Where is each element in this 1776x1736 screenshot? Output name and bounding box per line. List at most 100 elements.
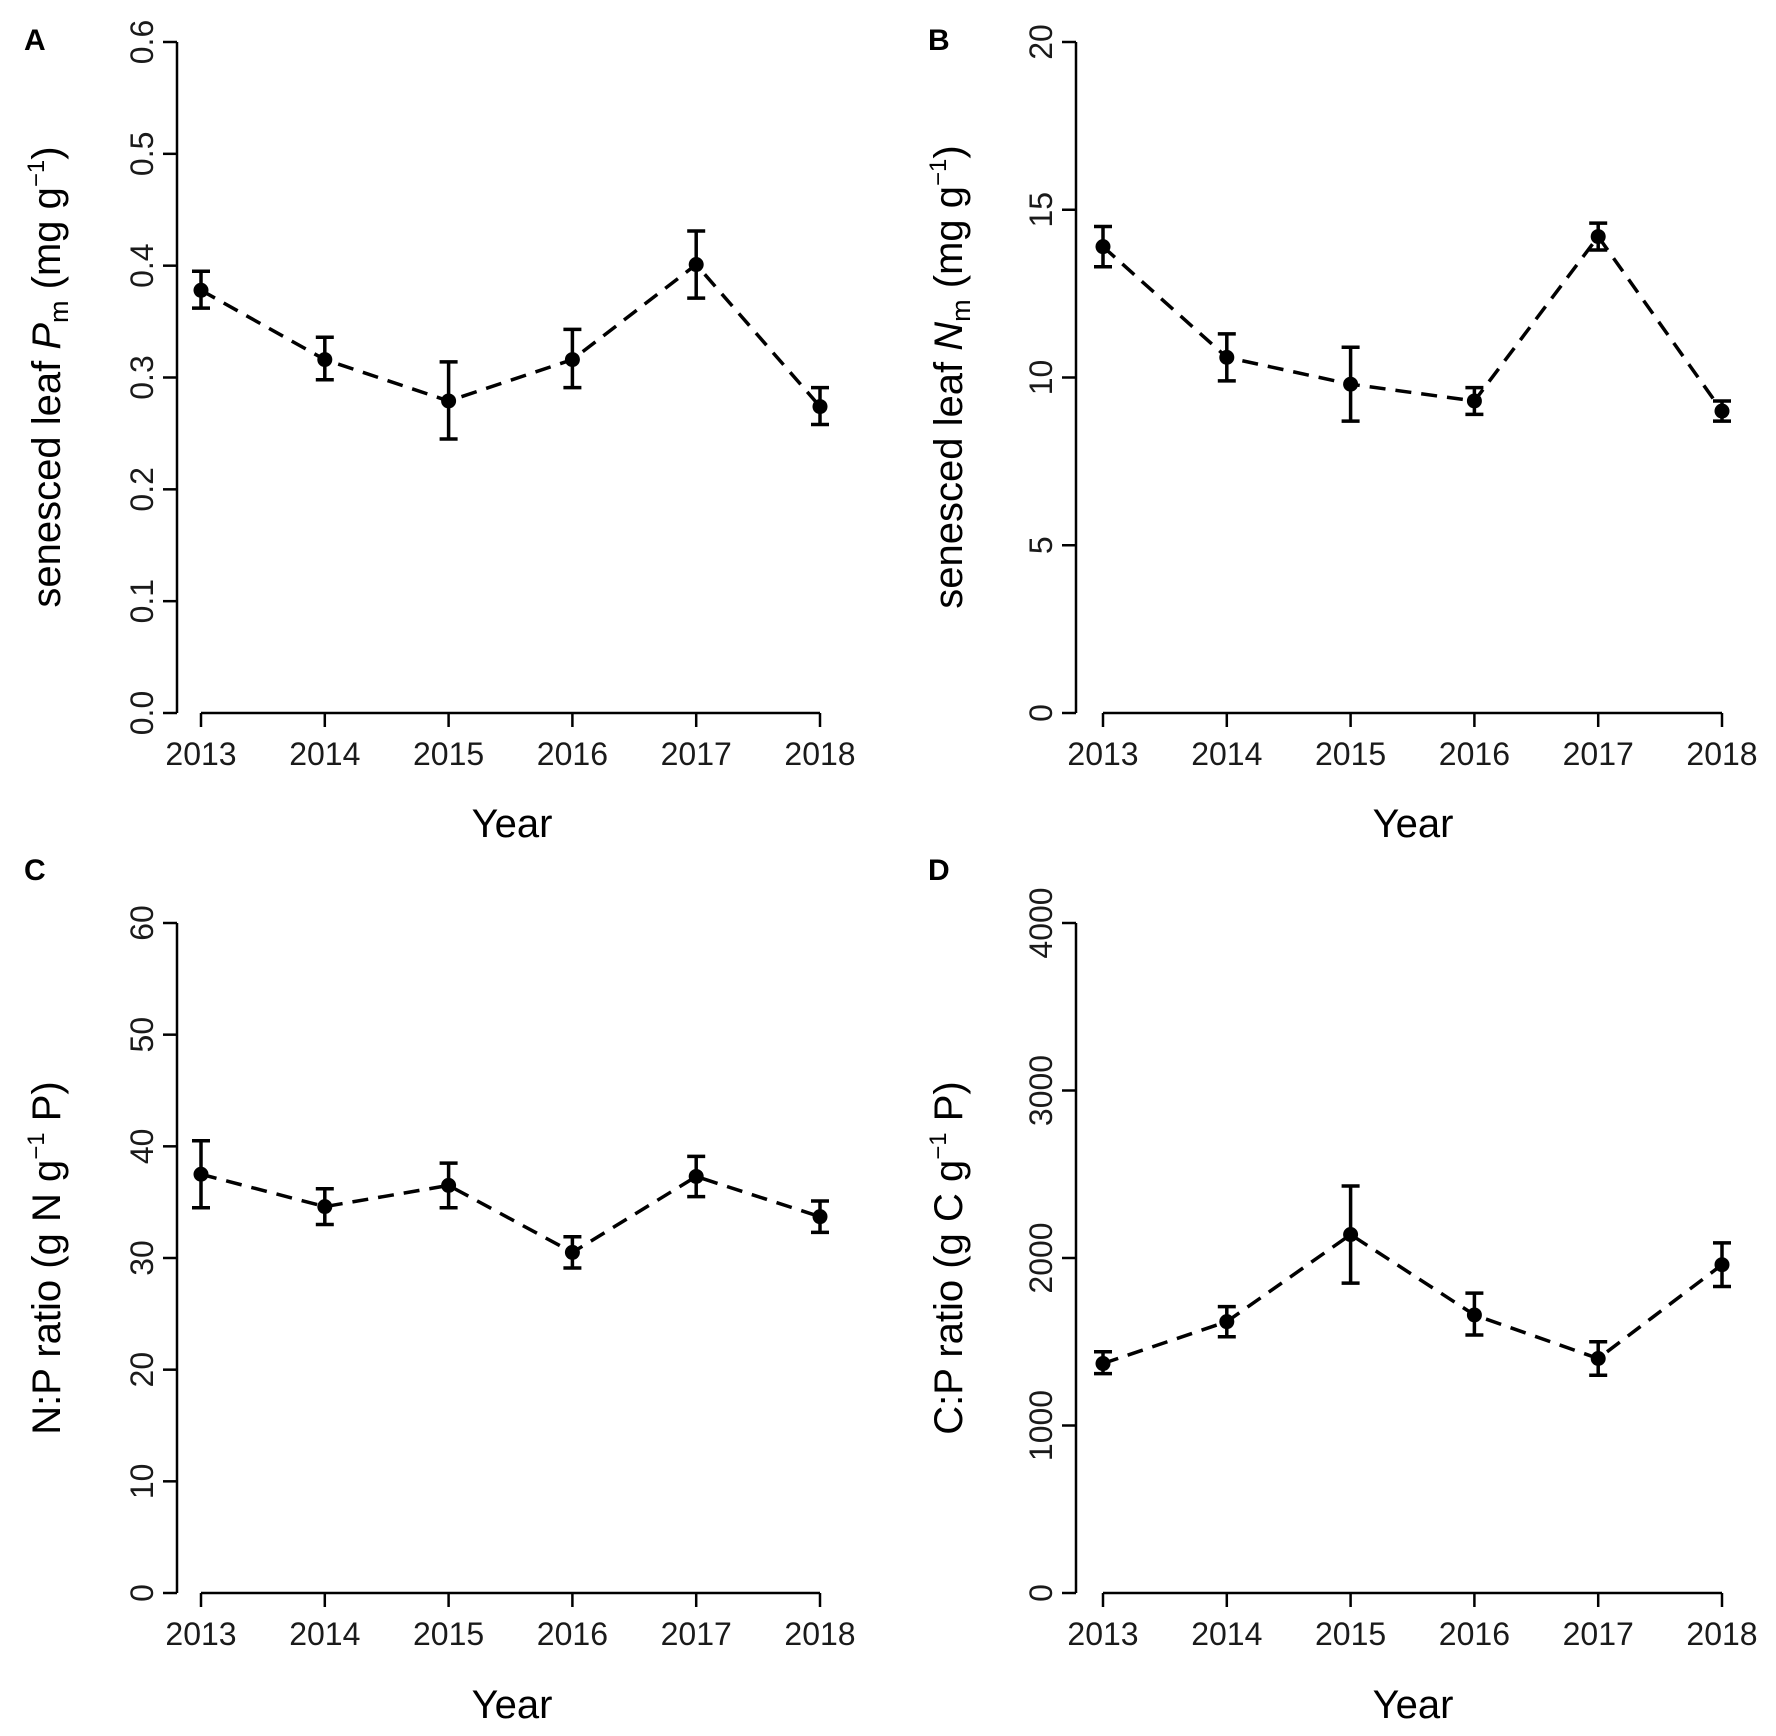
x-tick-label-a: 2013	[165, 736, 236, 772]
marks-c	[192, 1139, 829, 1270]
x-tick-label-b: 2016	[1439, 736, 1510, 772]
y-tick-label-b: 5	[1023, 536, 1059, 554]
data-point-d	[1714, 1257, 1730, 1273]
marks-a	[192, 229, 829, 441]
data-point-d	[1466, 1307, 1482, 1323]
panel-letter-a: A	[24, 24, 46, 57]
panel-letter-b: B	[928, 24, 950, 57]
x-tick-label-b: 2015	[1315, 736, 1386, 772]
panel-letter-c: C	[24, 854, 46, 887]
y-tick-label-c: 50	[124, 1017, 160, 1053]
x-tick-label-d: 2016	[1439, 1616, 1510, 1652]
panel-d: D C:P ratio (g C g−1 P) Year 0 1000 2000 30…	[925, 854, 1758, 1727]
data-point-a	[564, 352, 580, 368]
y-tick-label-d: 2000	[1023, 1222, 1059, 1293]
y-tick-label-c: 60	[124, 905, 160, 941]
x-tick-label-a: 2015	[413, 736, 484, 772]
data-point-c	[688, 1168, 704, 1184]
ticks-d: 0 1000 2000 3000 4000 2013 2014 2015 2016 2017 201…	[1023, 887, 1758, 1652]
marks-d	[1094, 1184, 1731, 1377]
y-tick-label-c: 10	[124, 1464, 160, 1500]
x-tick-label-a: 2018	[784, 736, 855, 772]
y-tick-label-b: 20	[1023, 24, 1059, 60]
data-point-b	[1466, 393, 1482, 409]
y-tick-label-a: 0.5	[124, 132, 160, 176]
data-point-d	[1590, 1351, 1606, 1366]
y-axis-title-d: C:P ratio (g C g−1 P)	[925, 1081, 971, 1434]
x-axis-title-b: Year	[1373, 802, 1454, 846]
data-point-c	[193, 1166, 209, 1182]
y-tick-label-c: 30	[124, 1240, 160, 1276]
data-point-a	[688, 257, 704, 273]
data-point-b	[1714, 403, 1730, 419]
x-tick-label-d: 2013	[1067, 1616, 1138, 1652]
data-point-b	[1095, 239, 1111, 255]
x-axis-title-a: Year	[472, 802, 553, 846]
y-tick-label-d: 0	[1023, 1584, 1059, 1602]
data-point-c	[812, 1209, 828, 1225]
x-axis-title-d: Year	[1373, 1683, 1454, 1727]
y-tick-label-b: 10	[1023, 360, 1059, 396]
x-tick-label-b: 2014	[1191, 736, 1262, 772]
y-tick-label-a: 0.2	[124, 467, 160, 511]
data-point-b	[1343, 376, 1359, 392]
x-tick-label-a: 2017	[661, 736, 732, 772]
panel-c: C N:P ratio (g N g−1 P) Year 0 10 20 30 40 50…	[23, 854, 856, 1727]
data-point-d	[1343, 1227, 1359, 1243]
panel-a: A senesced leaf Pm (mg g−1) Year 0.00.10…	[23, 20, 856, 846]
series-line-b	[1101, 233, 1724, 413]
data-point-c	[317, 1199, 333, 1215]
y-axis-title-c: N:P ratio (g N g−1 P)	[23, 1081, 69, 1434]
x-tick-label-c: 2016	[537, 1616, 608, 1652]
y-axis-title-a: senesced leaf Pm (mg g−1)	[23, 146, 74, 607]
ticks-c: 0 10 20 30 40 50 60 2013 2014 2015 2016 2017 2018	[124, 905, 856, 1652]
panel-b: B senesced leaf Nm (mg g−1) Year 0 5 10 15 2…	[925, 24, 1758, 846]
data-point-b	[1219, 349, 1235, 365]
x-tick-label-b: 2018	[1686, 736, 1757, 772]
x-tick-label-c: 2014	[289, 1616, 360, 1652]
y-axis-title-b: senesced leaf Nm (mg g−1)	[925, 145, 976, 608]
data-point-b	[1590, 229, 1606, 245]
data-point-a	[317, 352, 333, 368]
marks-b	[1094, 221, 1731, 423]
x-tick-label-a: 2016	[537, 736, 608, 772]
y-tick-label-a: 0.6	[124, 20, 160, 64]
y-tick-label-a: 0.0	[124, 691, 160, 735]
y-tick-label-b: 15	[1023, 192, 1059, 228]
series-line-d	[1102, 1232, 1724, 1366]
x-tick-label-d: 2017	[1563, 1616, 1634, 1652]
y-tick-label-c: 40	[124, 1129, 160, 1165]
y-tick-label-a: 0.1	[124, 579, 160, 623]
series-line-a	[200, 262, 822, 408]
x-tick-label-b: 2013	[1067, 736, 1138, 772]
series-line-c	[200, 1172, 821, 1255]
data-point-c	[441, 1177, 457, 1193]
y-tick-label-c: 0	[124, 1584, 160, 1602]
x-tick-label-d: 2015	[1315, 1616, 1386, 1652]
data-point-d	[1219, 1314, 1235, 1330]
data-point-d	[1095, 1356, 1111, 1372]
x-tick-label-c: 2017	[661, 1616, 732, 1652]
panel-letter-d: D	[928, 854, 950, 887]
ticks-a: 0.0 0.1 0.2 0.3 0.4 0.5 0.6 2013 2014 2015 2016 201…	[124, 20, 856, 772]
data-point-a	[812, 399, 828, 415]
x-tick-label-c: 2013	[165, 1616, 236, 1652]
y-tick-label-b: 0	[1023, 704, 1059, 722]
y-tick-label-d: 3000	[1023, 1055, 1059, 1126]
y-tick-label-a: 0.4	[124, 243, 160, 287]
x-tick-label-c: 2018	[784, 1616, 855, 1652]
x-tick-label-c: 2015	[413, 1616, 484, 1652]
ticks-b: 0 5 10 15 20 2013 2014 2015 2016 2017 2018	[1023, 24, 1758, 772]
y-tick-label-c: 20	[124, 1352, 160, 1388]
y-tick-label-d: 4000	[1023, 887, 1059, 958]
data-point-a	[193, 282, 209, 298]
data-point-c	[564, 1244, 580, 1260]
y-tick-label-d: 1000	[1023, 1390, 1059, 1461]
x-tick-label-a: 2014	[289, 736, 360, 772]
x-tick-label-d: 2018	[1686, 1616, 1757, 1652]
x-axis-title-c: Year	[472, 1683, 553, 1727]
y-tick-label-a: 0.3	[124, 355, 160, 399]
x-tick-label-d: 2014	[1191, 1616, 1262, 1652]
x-tick-label-b: 2017	[1563, 736, 1634, 772]
